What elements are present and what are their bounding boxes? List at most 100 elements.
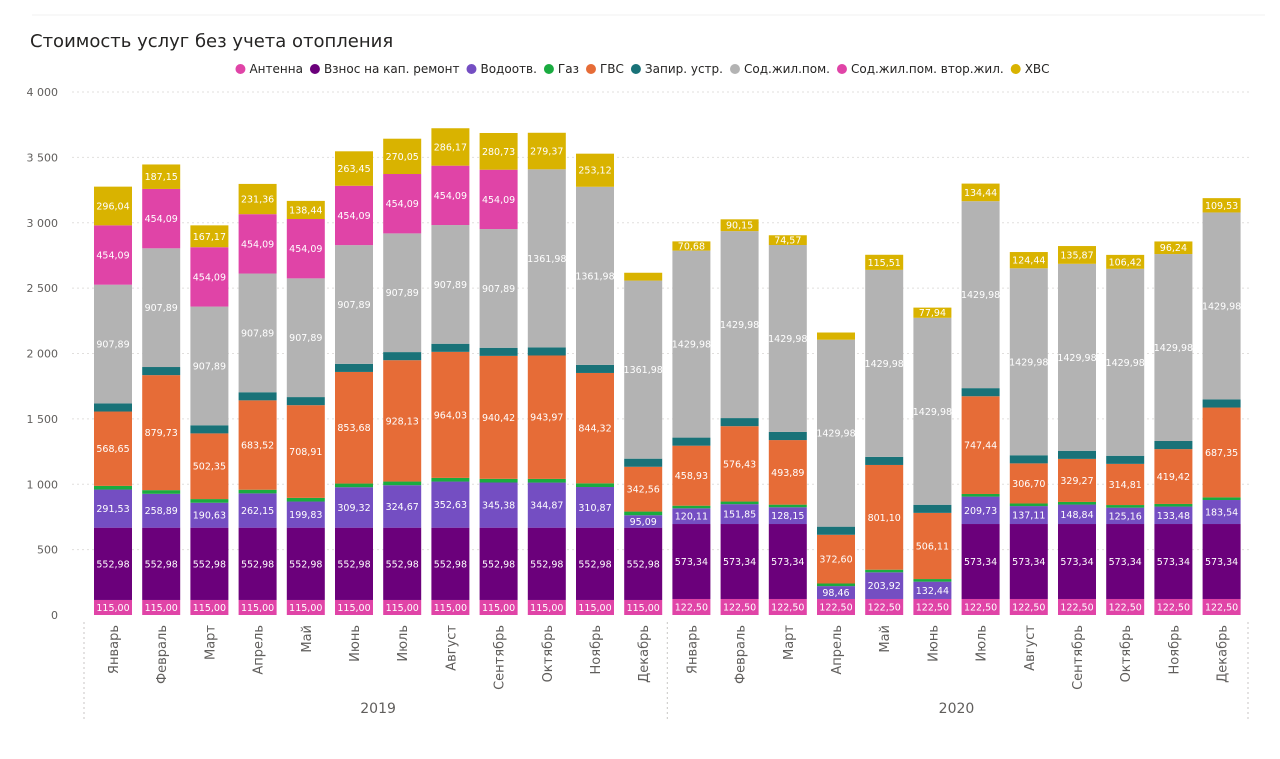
- bar-segment[interactable]: [817, 534, 855, 584]
- bar-segment[interactable]: [1009, 524, 1048, 599]
- bar-segment[interactable]: [335, 363, 373, 372]
- bar-segment[interactable]: [94, 225, 132, 285]
- bar-segment[interactable]: [817, 339, 855, 527]
- bar-segment[interactable]: [142, 490, 181, 494]
- bar-segment[interactable]: [431, 225, 470, 344]
- bar-stack-20[interactable]: 122,50 573,34 148,84 329,27 1429,98 135,87: [1057, 246, 1097, 615]
- bar-segment[interactable]: [431, 165, 470, 226]
- bar-segment[interactable]: [527, 482, 566, 528]
- bar-segment[interactable]: [817, 332, 855, 340]
- bar-segment[interactable]: [576, 527, 614, 600]
- bar-segment[interactable]: [238, 392, 277, 401]
- bar-segment[interactable]: [720, 504, 759, 525]
- bar-segment[interactable]: [865, 456, 904, 465]
- bar-segment[interactable]: [913, 504, 952, 513]
- bar-segment[interactable]: [286, 527, 325, 600]
- bar-segment[interactable]: [383, 352, 422, 361]
- bar-stack-9[interactable]: 115,00 552,98 344,87 943,97 1361,98 279,37: [527, 132, 566, 615]
- bar-segment[interactable]: [431, 351, 470, 478]
- bar-segment[interactable]: [431, 128, 470, 166]
- bar-segment[interactable]: [1154, 441, 1193, 450]
- bar-segment[interactable]: [913, 579, 952, 582]
- bar-segment[interactable]: [913, 317, 952, 505]
- bar-segment[interactable]: [190, 225, 229, 248]
- bar-segment[interactable]: [431, 599, 470, 615]
- bar-segment[interactable]: [624, 515, 663, 528]
- bar-segment[interactable]: [1202, 500, 1241, 525]
- bar-segment[interactable]: [624, 466, 663, 512]
- bar-segment[interactable]: [190, 599, 229, 615]
- bar-segment[interactable]: [768, 504, 807, 508]
- bar-segment[interactable]: [913, 598, 952, 615]
- bar-segment[interactable]: [720, 231, 759, 419]
- bar-segment[interactable]: [383, 527, 422, 600]
- bar-segment[interactable]: [238, 273, 277, 393]
- bar-segment[interactable]: [768, 431, 807, 441]
- bar-stack-12[interactable]: 122,50 573,34 120,11 458,93 1429,98 70,68: [672, 241, 711, 615]
- bar-segment[interactable]: [383, 174, 422, 234]
- bar-segment[interactable]: [190, 306, 229, 426]
- bar-segment[interactable]: [768, 598, 807, 615]
- bar-segment[interactable]: [190, 499, 229, 503]
- bar-segment[interactable]: [865, 569, 904, 573]
- bar-segment[interactable]: [142, 599, 181, 615]
- bar-segment[interactable]: [142, 164, 181, 189]
- bar-segment[interactable]: [479, 527, 518, 600]
- bar-segment[interactable]: [335, 487, 373, 528]
- bar-segment[interactable]: [1154, 254, 1193, 442]
- bar-segment[interactable]: [238, 599, 277, 615]
- bar-segment[interactable]: [1106, 455, 1145, 464]
- bar-segment[interactable]: [1106, 268, 1145, 456]
- bar-segment[interactable]: [1009, 506, 1048, 525]
- bar-segment[interactable]: [527, 478, 566, 483]
- bar-segment[interactable]: [1154, 598, 1193, 615]
- bar-segment[interactable]: [1009, 252, 1048, 269]
- bar-segment[interactable]: [720, 418, 759, 427]
- bar-segment[interactable]: [383, 485, 422, 528]
- bar-segment[interactable]: [335, 185, 373, 246]
- bar-segment[interactable]: [527, 527, 566, 600]
- bar-stack-4[interactable]: 115,00 552,98 199,83 708,91 907,89 454,09 138,…: [286, 200, 325, 615]
- bar-segment[interactable]: [335, 371, 373, 484]
- bar-segment[interactable]: [190, 433, 229, 500]
- bar-segment[interactable]: [576, 487, 614, 528]
- bar-segment[interactable]: [576, 599, 614, 615]
- bar-segment[interactable]: [527, 599, 566, 615]
- bar-segment[interactable]: [142, 527, 181, 600]
- bar-segment[interactable]: [238, 400, 277, 490]
- bar-stack-2[interactable]: 115,00 552,98 190,63 502,35 907,89 454,09 167,…: [190, 225, 229, 615]
- bar-segment[interactable]: [865, 254, 904, 270]
- bar-segment[interactable]: [865, 464, 904, 570]
- bar-segment[interactable]: [1202, 598, 1241, 615]
- legend-item-7[interactable]: Сод.жил.пом. втор.жил.: [836, 62, 1004, 76]
- bar-segment[interactable]: [624, 527, 663, 600]
- bar-segment[interactable]: [335, 599, 373, 615]
- bar-segment[interactable]: [383, 599, 422, 615]
- bar-segment[interactable]: [817, 598, 855, 615]
- bar-segment[interactable]: [94, 485, 132, 490]
- legend-item-6[interactable]: Сод.жил.пом.: [729, 62, 830, 76]
- legend-item-1[interactable]: Взнос на кап. ремонт: [309, 62, 460, 76]
- bar-stack-10[interactable]: 115,00 552,98 310,87 844,32 1361,98 253,12: [575, 153, 615, 615]
- bar-stack-23[interactable]: 122,50 573,34 183,54 687,35 1429,98 109,53: [1202, 198, 1241, 615]
- bar-segment[interactable]: [1009, 598, 1048, 615]
- bar-stack-14[interactable]: 122,50 573,34 128,15 493,89 1429,98 74,57: [768, 235, 807, 615]
- bar-segment[interactable]: [720, 598, 759, 615]
- bar-segment[interactable]: [672, 241, 711, 251]
- legend-item-2[interactable]: Водоотв.: [466, 62, 537, 76]
- bar-segment[interactable]: [576, 153, 614, 187]
- bar-segment[interactable]: [238, 493, 277, 528]
- bar-segment[interactable]: [720, 501, 759, 505]
- bar-segment[interactable]: [94, 284, 132, 404]
- bar-segment[interactable]: [1009, 463, 1048, 504]
- bar-stack-6[interactable]: 115,00 552,98 324,67 928,13 907,89 454,09 270,…: [383, 138, 422, 615]
- bar-segment[interactable]: [1009, 268, 1048, 456]
- bar-segment[interactable]: [1106, 254, 1145, 269]
- bar-segment[interactable]: [238, 214, 277, 274]
- bar-segment[interactable]: [672, 598, 711, 615]
- bar-segment[interactable]: [142, 188, 181, 249]
- bar-segment[interactable]: [865, 598, 904, 615]
- bar-segment[interactable]: [1202, 407, 1241, 498]
- bar-segment[interactable]: [286, 501, 325, 528]
- bar-segment[interactable]: [672, 250, 711, 438]
